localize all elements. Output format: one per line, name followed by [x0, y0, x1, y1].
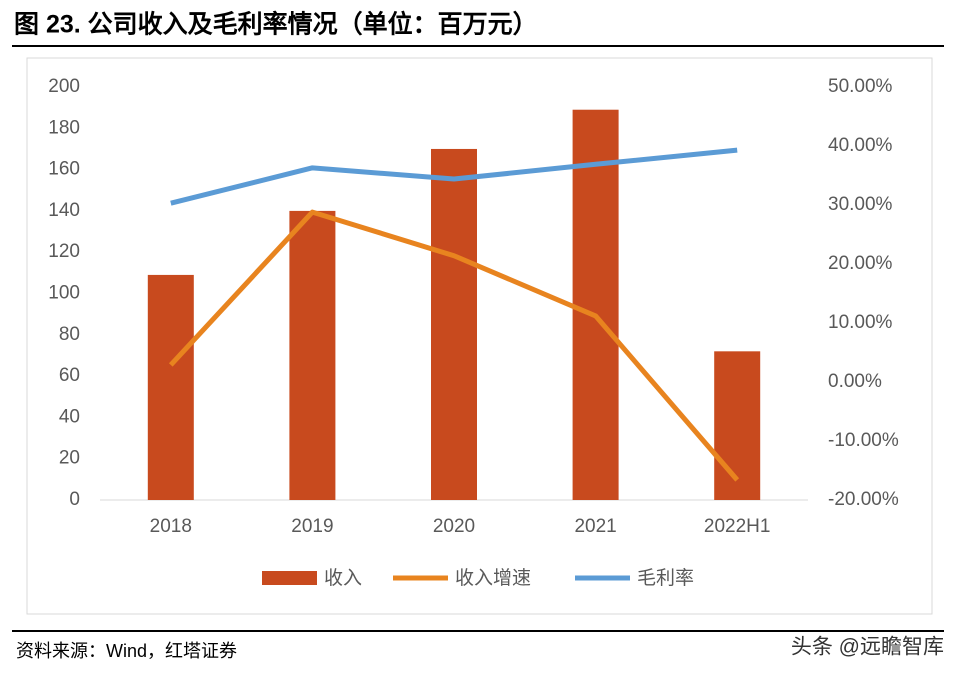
bar: [714, 351, 761, 500]
y-tick-label: 120: [48, 241, 80, 262]
legend-label: 收入: [324, 567, 362, 589]
x-tick-label: 2020: [433, 516, 475, 537]
x-tick-label: 2019: [291, 516, 333, 537]
legend-label: 收入增速: [455, 567, 531, 589]
y2-tick-label: 50.00%: [828, 76, 893, 97]
y-tick-label: 200: [48, 76, 80, 97]
y-tick-label: 40: [59, 406, 80, 427]
x-tick-label: 2018: [150, 516, 192, 537]
y2-tick-label: -10.00%: [828, 430, 899, 451]
y2-tick-label: 20.00%: [828, 253, 893, 274]
y-tick-label: 160: [48, 159, 80, 180]
y-tick-label: 100: [48, 283, 80, 304]
x-tick-label: 2022H1: [704, 516, 771, 537]
legend-swatch: [262, 571, 317, 585]
source: 资料来源：Wind，红塔证券: [16, 641, 237, 661]
bar: [572, 109, 619, 500]
legend-label: 毛利率: [637, 567, 694, 589]
y2-tick-label: -20.00%: [828, 489, 899, 510]
x-tick-label: 2021: [574, 516, 616, 537]
y-tick-label: 0: [69, 489, 80, 510]
y-tick-label: 60: [59, 365, 80, 386]
chart-frame: [26, 57, 933, 615]
y2-tick-label: 10.00%: [828, 312, 893, 333]
y-tick-label: 20: [59, 448, 80, 469]
y-tick-label: 80: [59, 324, 80, 345]
y-tick-label: 180: [48, 117, 80, 138]
y2-tick-label: 30.00%: [828, 194, 893, 215]
chart-title: 图 23. 公司收入及毛利率情况（单位：百万元）: [14, 10, 538, 39]
y2-tick-label: 40.00%: [828, 135, 893, 156]
line: [170, 147, 738, 206]
y2-tick-label: 0.00%: [828, 371, 882, 392]
y-tick-label: 140: [48, 200, 80, 221]
bar: [147, 274, 194, 500]
line: [168, 209, 740, 482]
watermark: 头条 @远瞻智库: [791, 636, 944, 659]
bar: [431, 148, 477, 500]
bar: [289, 210, 336, 500]
